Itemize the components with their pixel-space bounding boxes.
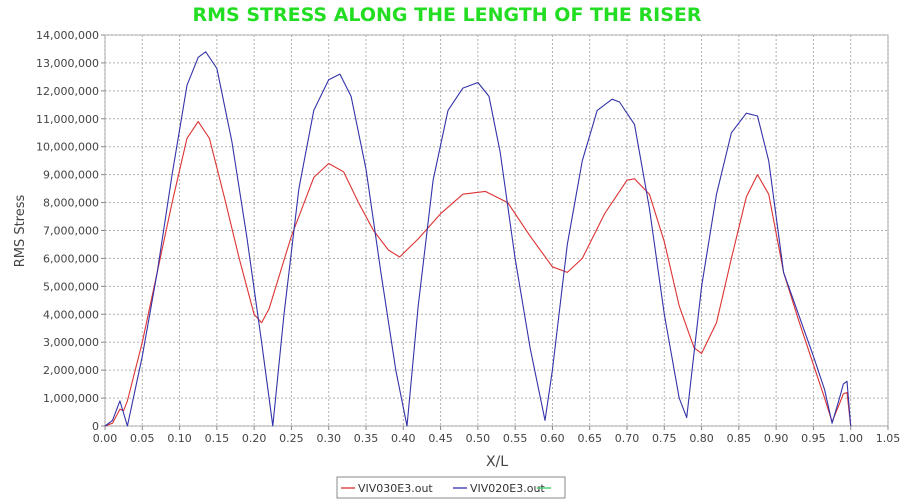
y-tick-label: 8,000,000 bbox=[43, 197, 99, 210]
y-tick-label: 5,000,000 bbox=[43, 280, 99, 293]
x-tick-label: 0.65 bbox=[577, 432, 602, 445]
x-tick-label: 0.55 bbox=[503, 432, 528, 445]
y-tick-label: 3,000,000 bbox=[43, 336, 99, 349]
x-tick-label: 0.85 bbox=[727, 432, 752, 445]
legend-box bbox=[336, 476, 566, 499]
y-tick-label: 14,000,000 bbox=[36, 29, 99, 42]
y-axis-label: RMS Stress bbox=[13, 194, 28, 267]
x-tick-label: 0.70 bbox=[615, 432, 640, 445]
series-line bbox=[104, 51, 852, 427]
grid bbox=[104, 34, 889, 427]
x-tick-label: 0.35 bbox=[354, 432, 379, 445]
x-tick-label: 0.90 bbox=[764, 432, 789, 445]
series-line bbox=[104, 121, 852, 427]
x-tick-label: 0.45 bbox=[428, 432, 453, 445]
x-tick-label: 0.95 bbox=[801, 432, 826, 445]
y-tick-label: 2,000,000 bbox=[43, 364, 99, 377]
x-tick-label: 0.15 bbox=[205, 432, 230, 445]
legend: VIV030E3.out VIV020E3.out bbox=[336, 476, 566, 499]
y-tick-label: 10,000,000 bbox=[36, 141, 99, 154]
y-tick-label: 0 bbox=[92, 420, 99, 433]
x-tick-label: 1.00 bbox=[838, 432, 863, 445]
chart-title: RMS STRESS ALONG THE LENGTH OF THE RISER bbox=[193, 4, 702, 26]
y-tick-label: 13,000,000 bbox=[36, 57, 99, 70]
y-tick-label: 1,000,000 bbox=[43, 392, 99, 405]
y-tick-label: 4,000,000 bbox=[43, 308, 99, 321]
y-tick-label: 7,000,000 bbox=[43, 225, 99, 238]
axes: 0.00 0.05 0.10 0.15 0.20 0.25 0.30 0.35 0.40 0.45… bbox=[36, 29, 900, 445]
series-layer bbox=[104, 51, 852, 427]
x-tick-label: 1.05 bbox=[876, 432, 900, 445]
x-tick-label: 0.80 bbox=[689, 432, 714, 445]
x-tick-label: 0.60 bbox=[540, 432, 565, 445]
legend-label: VIV020E3.out bbox=[470, 482, 545, 495]
x-tick-label: 0.30 bbox=[316, 432, 341, 445]
x-axis-label: X/L bbox=[486, 454, 508, 470]
x-tick-label: 0.10 bbox=[167, 432, 192, 445]
y-tick-label: 11,000,000 bbox=[36, 113, 99, 126]
x-tick-label: 0.20 bbox=[242, 432, 267, 445]
y-tick-label: 9,000,000 bbox=[43, 169, 99, 182]
x-tick-label: 0.50 bbox=[466, 432, 491, 445]
y-tick-label: 6,000,000 bbox=[43, 252, 99, 265]
x-tick-label: 0.05 bbox=[130, 432, 155, 445]
x-tick-label: 0.00 bbox=[93, 432, 118, 445]
x-tick-label: 0.25 bbox=[279, 432, 304, 445]
legend-label: VIV030E3.out bbox=[358, 482, 433, 495]
x-tick-label: 0.75 bbox=[652, 432, 677, 445]
y-tick-label: 12,000,000 bbox=[36, 85, 99, 98]
x-tick-label: 0.40 bbox=[391, 432, 416, 445]
